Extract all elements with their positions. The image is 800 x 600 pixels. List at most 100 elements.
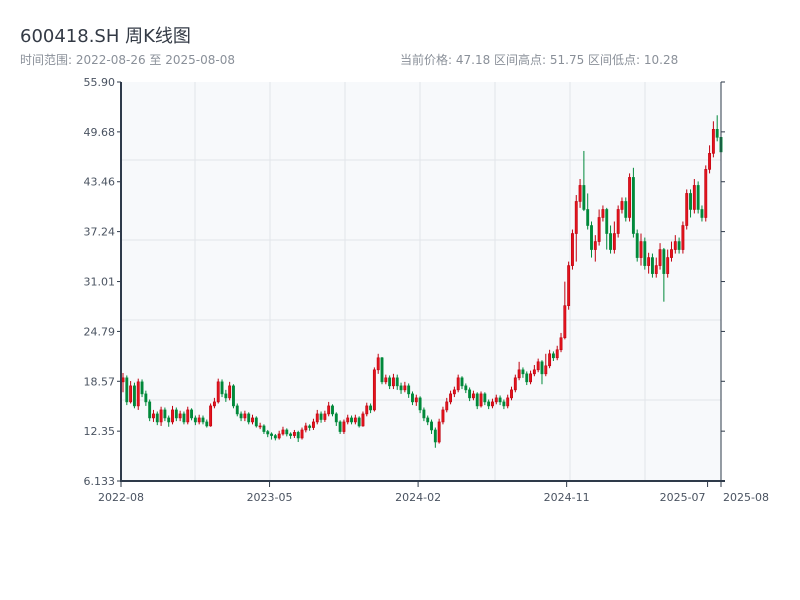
candle-up <box>209 405 213 427</box>
candle-down <box>498 397 502 403</box>
candle-up <box>171 409 174 423</box>
candle-down <box>285 429 289 435</box>
candle-up <box>186 409 190 423</box>
candle-down <box>262 425 266 432</box>
candle-down <box>190 409 194 419</box>
x-tick-label: 2023-05 <box>247 491 293 504</box>
candle-down <box>205 421 209 427</box>
candle-down <box>624 201 628 218</box>
candle-down <box>174 409 178 419</box>
candle-up <box>494 397 498 403</box>
candle-down <box>163 409 167 419</box>
y-tick-label: 6.133 <box>84 475 116 488</box>
candle-down <box>521 369 525 375</box>
candle-up <box>510 389 513 399</box>
candle-down <box>319 413 323 420</box>
candle-down <box>700 209 704 218</box>
candle-up <box>506 397 510 407</box>
candle-down <box>468 389 472 399</box>
candle-down <box>715 129 719 138</box>
candle-up <box>152 413 155 419</box>
candle-down <box>125 377 129 403</box>
candle-up <box>616 209 620 234</box>
candle-up <box>372 369 376 411</box>
candle-down <box>334 413 338 423</box>
candle-down <box>483 393 487 403</box>
candle-up <box>159 409 163 423</box>
candle-down <box>380 357 384 383</box>
candle-down <box>220 381 224 395</box>
candle-down <box>201 417 205 423</box>
candle-down <box>662 249 666 274</box>
candle-up <box>681 225 685 250</box>
candle-up <box>704 169 708 218</box>
candle-up <box>365 405 369 415</box>
candle-up <box>578 185 582 202</box>
candle-down <box>273 435 277 439</box>
candle-up <box>574 201 578 234</box>
candle-down <box>540 361 544 375</box>
candle-up <box>449 393 453 403</box>
candle-down <box>235 405 239 415</box>
candle-up <box>346 417 350 423</box>
candle-up <box>384 377 388 383</box>
candle-up <box>666 257 670 274</box>
candle-up <box>456 377 460 391</box>
candle-up <box>620 201 624 210</box>
candle-down <box>407 385 411 395</box>
candle-down <box>148 401 152 419</box>
candle-down <box>586 209 590 226</box>
candle-up <box>555 349 559 359</box>
candle-down <box>254 417 258 427</box>
candle-down <box>395 377 399 387</box>
candle-down <box>308 425 312 428</box>
candle-up <box>414 397 418 403</box>
candle-down <box>487 401 491 407</box>
candle-down <box>689 193 692 210</box>
candle-up <box>670 249 673 258</box>
candle-up <box>251 417 254 423</box>
candle-down <box>650 257 654 274</box>
candle-down <box>582 185 586 210</box>
x-tick-label: 2024-11 <box>544 491 590 504</box>
candle-up <box>654 265 658 274</box>
candle-up <box>513 377 517 391</box>
candle-up <box>559 337 563 351</box>
candle-down <box>605 209 609 234</box>
plot-area <box>121 82 721 481</box>
candle-down <box>464 385 468 391</box>
x-tick-label: 2025-08 <box>723 491 769 504</box>
candle-up <box>593 241 597 250</box>
candle-down <box>460 377 464 387</box>
candle-down <box>224 393 228 399</box>
candle-down <box>609 233 612 250</box>
candle-down <box>422 409 426 419</box>
candle-down <box>144 393 148 403</box>
candle-down <box>289 433 293 436</box>
candle-down <box>590 225 593 250</box>
y-tick-label: 18.57 <box>84 375 116 388</box>
candle-up <box>452 389 456 395</box>
candle-up <box>258 425 262 428</box>
candle-up <box>563 305 567 339</box>
candle-down <box>270 433 273 436</box>
chart-title: 600418.SH 周K线图 <box>20 26 191 47</box>
candle-down <box>357 417 361 427</box>
candle-up <box>243 413 247 419</box>
candle-up <box>708 153 712 170</box>
candle-down <box>182 413 186 423</box>
candle-up <box>197 417 201 423</box>
candle-down <box>525 373 529 383</box>
candle-down <box>426 417 430 423</box>
candle-up <box>612 233 616 250</box>
candle-down <box>551 353 555 359</box>
candle-up <box>277 433 281 439</box>
x-tick-label: 2022-08 <box>98 491 144 504</box>
candle-down <box>232 385 235 407</box>
candle-down <box>155 413 159 423</box>
candle-up <box>692 185 696 210</box>
candle-up <box>178 413 182 419</box>
candle-down <box>132 385 136 407</box>
x-tick-label: 2024-02 <box>395 491 441 504</box>
candle-down <box>350 417 353 423</box>
